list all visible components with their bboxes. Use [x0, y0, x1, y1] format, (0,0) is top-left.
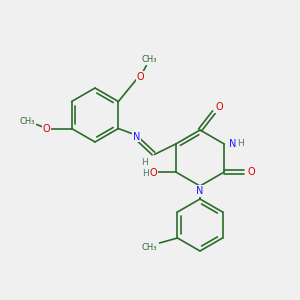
Text: CH₃: CH₃: [20, 117, 35, 126]
Text: CH₃: CH₃: [142, 242, 157, 251]
Text: O: O: [150, 168, 158, 178]
Text: O: O: [248, 167, 255, 177]
Text: N: N: [196, 186, 204, 196]
Text: O: O: [215, 102, 223, 112]
Text: O: O: [136, 71, 144, 82]
Text: H: H: [141, 158, 148, 167]
Text: N: N: [133, 131, 140, 142]
Text: N: N: [229, 139, 236, 149]
Text: O: O: [43, 124, 50, 134]
Text: H: H: [142, 169, 149, 178]
Text: H: H: [237, 139, 244, 148]
Text: CH₃: CH₃: [142, 55, 157, 64]
